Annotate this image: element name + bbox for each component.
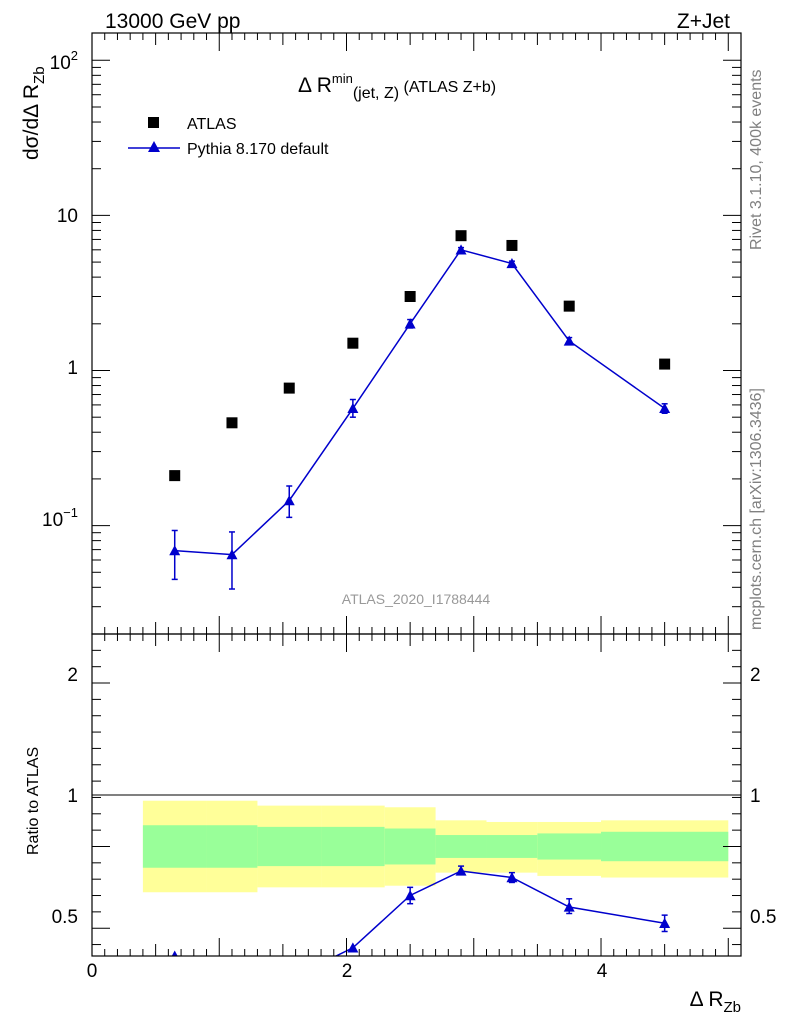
ratio-panel: 0.5 1 2 0.5 1 2 0 2 4	[52, 633, 776, 982]
mc-point	[226, 549, 238, 560]
ratio-tick-label-left-1: 1	[67, 786, 78, 807]
ratio-band-inner	[537, 833, 602, 860]
ratio-y-axis-label: Ratio to ATLAS	[25, 747, 42, 855]
y-axis-label-main: dσ/dΔ R	[20, 84, 43, 160]
y-tick-label-0: 10−1	[42, 505, 78, 531]
y-axis-label-sub: Zb	[31, 66, 48, 84]
data-point	[226, 417, 238, 429]
ratio-y-tick-labels-left: 0.5 1 2	[52, 665, 78, 928]
ratio-band-inner	[257, 826, 322, 867]
mc-point	[563, 335, 575, 346]
legend: ATLAS Pythia 8.170 default	[128, 116, 329, 158]
ratio-tick-label-right-0: 0.5	[750, 907, 776, 928]
header-left-label: 13000 GeV pp	[105, 10, 240, 33]
plot-title: Δ Rmin(jet, Z) (ATLAS Z+b)	[298, 71, 496, 102]
x-axis-label-sub: Zb	[723, 999, 741, 1016]
y-axis-label: dσ/dΔ RZb	[20, 66, 48, 160]
x-tick-label-4: 4	[597, 961, 608, 982]
ratio-band-inner	[142, 825, 207, 868]
ratio-band-inner	[384, 828, 436, 865]
plot-title-sub: (jet, Z)	[353, 85, 399, 102]
ratio-marks	[171, 865, 671, 956]
mc-line	[174, 248, 666, 556]
ratio-band-inner	[486, 835, 538, 858]
legend-mc-label: Pythia 8.170 default	[187, 141, 329, 158]
legend-mc-marker	[148, 141, 160, 152]
ratio-tick-label-right-2: 2	[750, 665, 761, 686]
header-right-label: Z+Jet	[677, 10, 730, 33]
data-point	[404, 291, 416, 303]
y-tick-label-2: 10	[57, 206, 78, 227]
ratio-point	[404, 890, 416, 901]
data-point	[659, 358, 671, 370]
plot-title-sup: min	[332, 71, 353, 86]
mc-point	[169, 545, 181, 556]
ratio-tick-label-left-0: 0.5	[52, 907, 78, 928]
mc-point	[455, 244, 467, 255]
y-tick-label-3: 102	[50, 48, 78, 74]
data-point	[347, 337, 359, 349]
data-point	[283, 382, 295, 394]
data-point	[506, 239, 518, 251]
main-y-tick-labels: 10−1 1 10 102	[42, 48, 78, 531]
ratio-tick-label-left-2: 2	[67, 665, 78, 686]
ratio-band-inner	[206, 825, 258, 868]
y-tick-label-1: 1	[67, 358, 78, 379]
rivet-label: Rivet 3.1.10, 400k events	[748, 69, 765, 250]
x-tick-label-2: 2	[342, 961, 353, 982]
data-point	[563, 300, 575, 312]
x-axis-label: Δ RZb	[690, 988, 741, 1016]
x-axis-label-main: Δ R	[690, 988, 724, 1011]
mc-point	[347, 402, 359, 414]
mc-point	[659, 402, 671, 414]
x-tick-label-0: 0	[87, 961, 98, 982]
mc-point	[283, 495, 295, 506]
main-marks	[169, 230, 671, 590]
ratio-y-tick-labels-right: 0.5 1 2	[750, 665, 776, 928]
x-tick-labels: 0 2 4	[87, 961, 608, 982]
watermark-label: ATLAS_2020_I1788444	[342, 591, 491, 607]
legend-data-marker	[148, 117, 159, 128]
ratio-point	[659, 917, 671, 928]
ratio-tick-label-right-1: 1	[750, 786, 761, 807]
ratio-mark-group	[171, 865, 671, 956]
mc-point	[506, 257, 518, 269]
plot-title-suffix: (ATLAS Z+b)	[399, 79, 496, 96]
ratio-band-inner	[321, 826, 385, 867]
mc-point	[404, 318, 416, 329]
ratio-point	[347, 942, 359, 953]
data-point	[455, 230, 467, 242]
main-panel: Δ Rmin(jet, Z) (ATLAS Z+b) ATLAS_2020_I1…	[42, 32, 742, 635]
data-point	[169, 470, 181, 482]
plot-title-prefix: Δ R	[298, 74, 332, 97]
ratio-bands	[142, 800, 729, 893]
legend-data-label: ATLAS	[187, 116, 237, 133]
ratio-point	[455, 865, 467, 876]
ratio-band-inner	[435, 835, 487, 858]
mcplots-label: mcplots.cern.ch [arXiv:1306.3436]	[748, 388, 765, 630]
ratio-band-inner	[601, 831, 729, 862]
ratio-point	[506, 872, 518, 883]
ratio-frame	[91, 633, 742, 957]
ratio-point	[171, 950, 178, 956]
ratio-point	[563, 901, 575, 912]
